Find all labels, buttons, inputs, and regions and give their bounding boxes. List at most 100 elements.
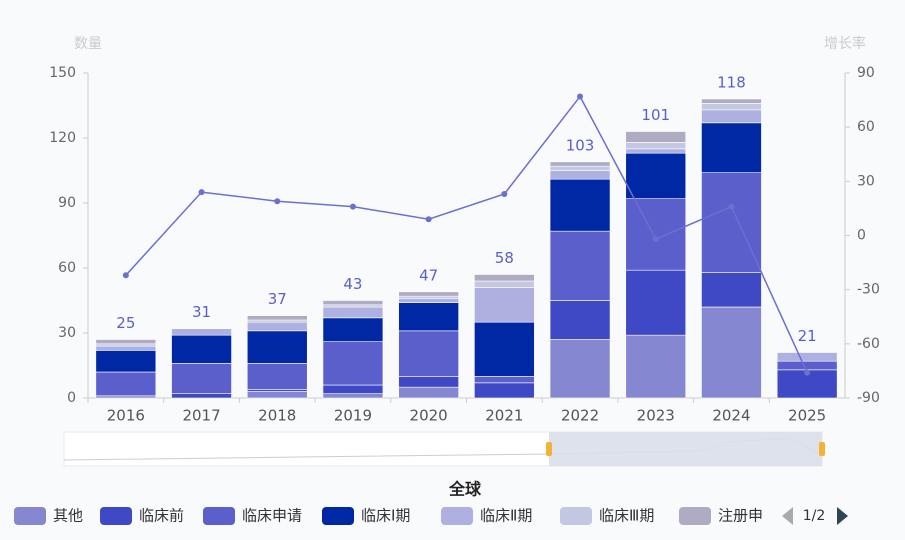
bar-segment <box>625 152 687 199</box>
bar-segment <box>701 109 762 124</box>
bar-segment <box>701 98 762 104</box>
bar-segment <box>246 315 308 321</box>
legend-label: 注册申 <box>718 507 763 525</box>
legend-title: 全球 <box>448 480 482 499</box>
bar-segment <box>171 363 232 394</box>
bar-segment <box>171 393 232 399</box>
bar-segment <box>246 319 308 323</box>
growth-point <box>274 198 281 205</box>
y2-tick-label: -60 <box>857 336 880 352</box>
bar-segment <box>322 300 384 306</box>
x-tick-label: 2025 <box>788 407 826 425</box>
x-tick-label: 2018 <box>258 407 296 425</box>
legend-swatch <box>203 507 235 525</box>
legend-swatch <box>322 507 354 525</box>
zoom-handle[interactable] <box>546 442 552 456</box>
bar-segment <box>549 178 611 232</box>
bar-segment <box>95 339 157 345</box>
growth-point <box>804 369 811 376</box>
bar-segment <box>625 198 687 271</box>
bar-segment <box>701 103 762 111</box>
bar-segment <box>171 328 232 336</box>
legend-swatch <box>679 507 711 525</box>
bar-segment <box>398 295 459 299</box>
total-label: 118 <box>717 74 746 92</box>
bar-segment <box>549 165 611 171</box>
bar-segment <box>246 389 308 392</box>
total-label: 58 <box>495 249 514 267</box>
bar-segment <box>625 334 687 399</box>
bar-segment <box>398 298 459 303</box>
bar-segment <box>701 172 762 273</box>
bar-segment <box>398 376 459 388</box>
bar-segment <box>474 274 535 282</box>
y-tick-label: 30 <box>58 325 76 341</box>
total-label: 25 <box>116 314 135 332</box>
zoom-window[interactable] <box>549 432 822 466</box>
growth-point <box>501 190 508 197</box>
bar-segment <box>701 272 762 308</box>
legend-next[interactable] <box>837 507 848 525</box>
bar-segment <box>776 352 838 362</box>
total-label: 101 <box>641 106 670 124</box>
x-tick-label: 2016 <box>107 407 145 425</box>
bar-segment <box>322 393 384 399</box>
zoom-handle[interactable] <box>819 442 825 456</box>
legend-label: 临床Ⅱ期 <box>480 507 532 525</box>
bar-segment <box>398 302 459 332</box>
y2-axis-name: 增长率 <box>824 35 866 52</box>
legend-prev[interactable] <box>782 507 793 525</box>
bar-segment <box>398 291 459 297</box>
bar-segment <box>398 330 459 377</box>
data-zoom[interactable] <box>63 431 825 467</box>
y2-tick-label: 90 <box>857 65 875 81</box>
bar-segment <box>322 306 384 319</box>
bar-segment <box>246 321 308 332</box>
legend-label: 临床Ⅰ期 <box>361 507 410 525</box>
y-tick-label: 150 <box>49 65 76 81</box>
y-axis-name: 数量 <box>74 36 102 52</box>
bar-segment <box>701 306 762 399</box>
bar-segment <box>549 300 611 340</box>
legend-swatch <box>100 507 132 525</box>
legend-label: 临床Ⅲ期 <box>599 507 654 525</box>
legend-page: 1/2 <box>803 508 826 524</box>
x-tick-label: 2021 <box>485 407 523 425</box>
x-tick-label: 2022 <box>561 407 599 425</box>
x-tick-label: 2020 <box>410 407 448 425</box>
total-label: 37 <box>268 290 287 308</box>
bar-segment <box>474 376 535 384</box>
x-tick-label: 2023 <box>637 407 675 425</box>
legend-label: 临床前 <box>139 507 184 525</box>
bar-segment <box>322 317 384 342</box>
legend-swatch <box>560 507 592 525</box>
bar-segment <box>95 395 157 399</box>
growth-point <box>728 203 735 210</box>
legend-label: 临床申请 <box>242 507 302 525</box>
bar-segment <box>171 334 232 364</box>
bar-segment <box>625 148 687 154</box>
bar-segment <box>625 142 687 150</box>
bar-segment <box>701 122 762 173</box>
total-label: 31 <box>192 303 211 321</box>
growth-point <box>425 216 432 223</box>
bar-segment <box>95 343 157 347</box>
bar-segment <box>322 384 384 394</box>
x-tick-label: 2024 <box>712 407 750 425</box>
bar-segment <box>246 391 308 399</box>
y-tick-label: 0 <box>67 390 76 406</box>
y-tick-label: 120 <box>49 130 76 146</box>
total-label: 103 <box>566 136 595 154</box>
growth-point <box>122 272 129 279</box>
legend-swatch <box>441 507 473 525</box>
total-label: 43 <box>343 275 362 293</box>
bar-segment <box>549 339 611 399</box>
bar-segment <box>549 170 611 180</box>
bar-segment <box>474 280 535 288</box>
y-tick-label: 90 <box>58 195 76 211</box>
x-tick-label: 2019 <box>334 407 372 425</box>
growth-point <box>577 93 584 100</box>
bar-segment <box>246 330 308 364</box>
y2-tick-label: 0 <box>857 228 866 244</box>
